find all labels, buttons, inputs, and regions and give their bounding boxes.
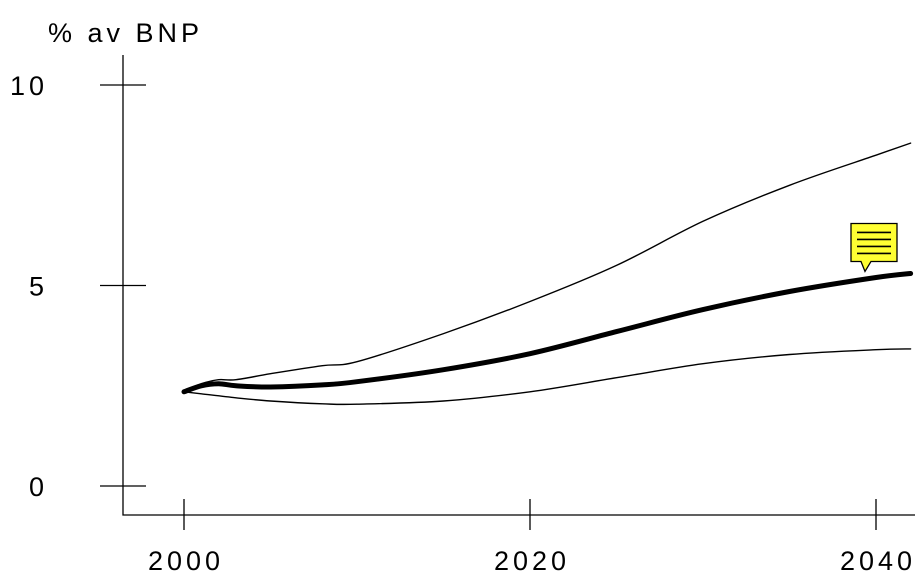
x-tick-label-2000: 2000 xyxy=(148,546,224,576)
x-tick-label-2020: 2020 xyxy=(494,546,570,576)
axes xyxy=(122,55,915,516)
y-tick-label-10: 10 xyxy=(10,71,48,101)
note-icon[interactable] xyxy=(850,222,898,273)
series-line-1-thick xyxy=(181,271,914,395)
y-axis-label: % av BNP xyxy=(48,18,203,48)
series-line-3-thin xyxy=(183,348,912,406)
note-bubble[interactable] xyxy=(850,222,898,273)
x-axis-ticks: 2000 2020 2040 xyxy=(148,499,915,576)
y-tick-label-0: 0 xyxy=(29,472,48,502)
y-axis-ticks: 0 5 10 xyxy=(10,71,146,502)
series-group xyxy=(181,142,914,406)
series-line-2-thin xyxy=(183,142,912,393)
x-tick-label-2040: 2040 xyxy=(840,546,915,576)
y-tick-label-5: 5 xyxy=(29,272,48,302)
